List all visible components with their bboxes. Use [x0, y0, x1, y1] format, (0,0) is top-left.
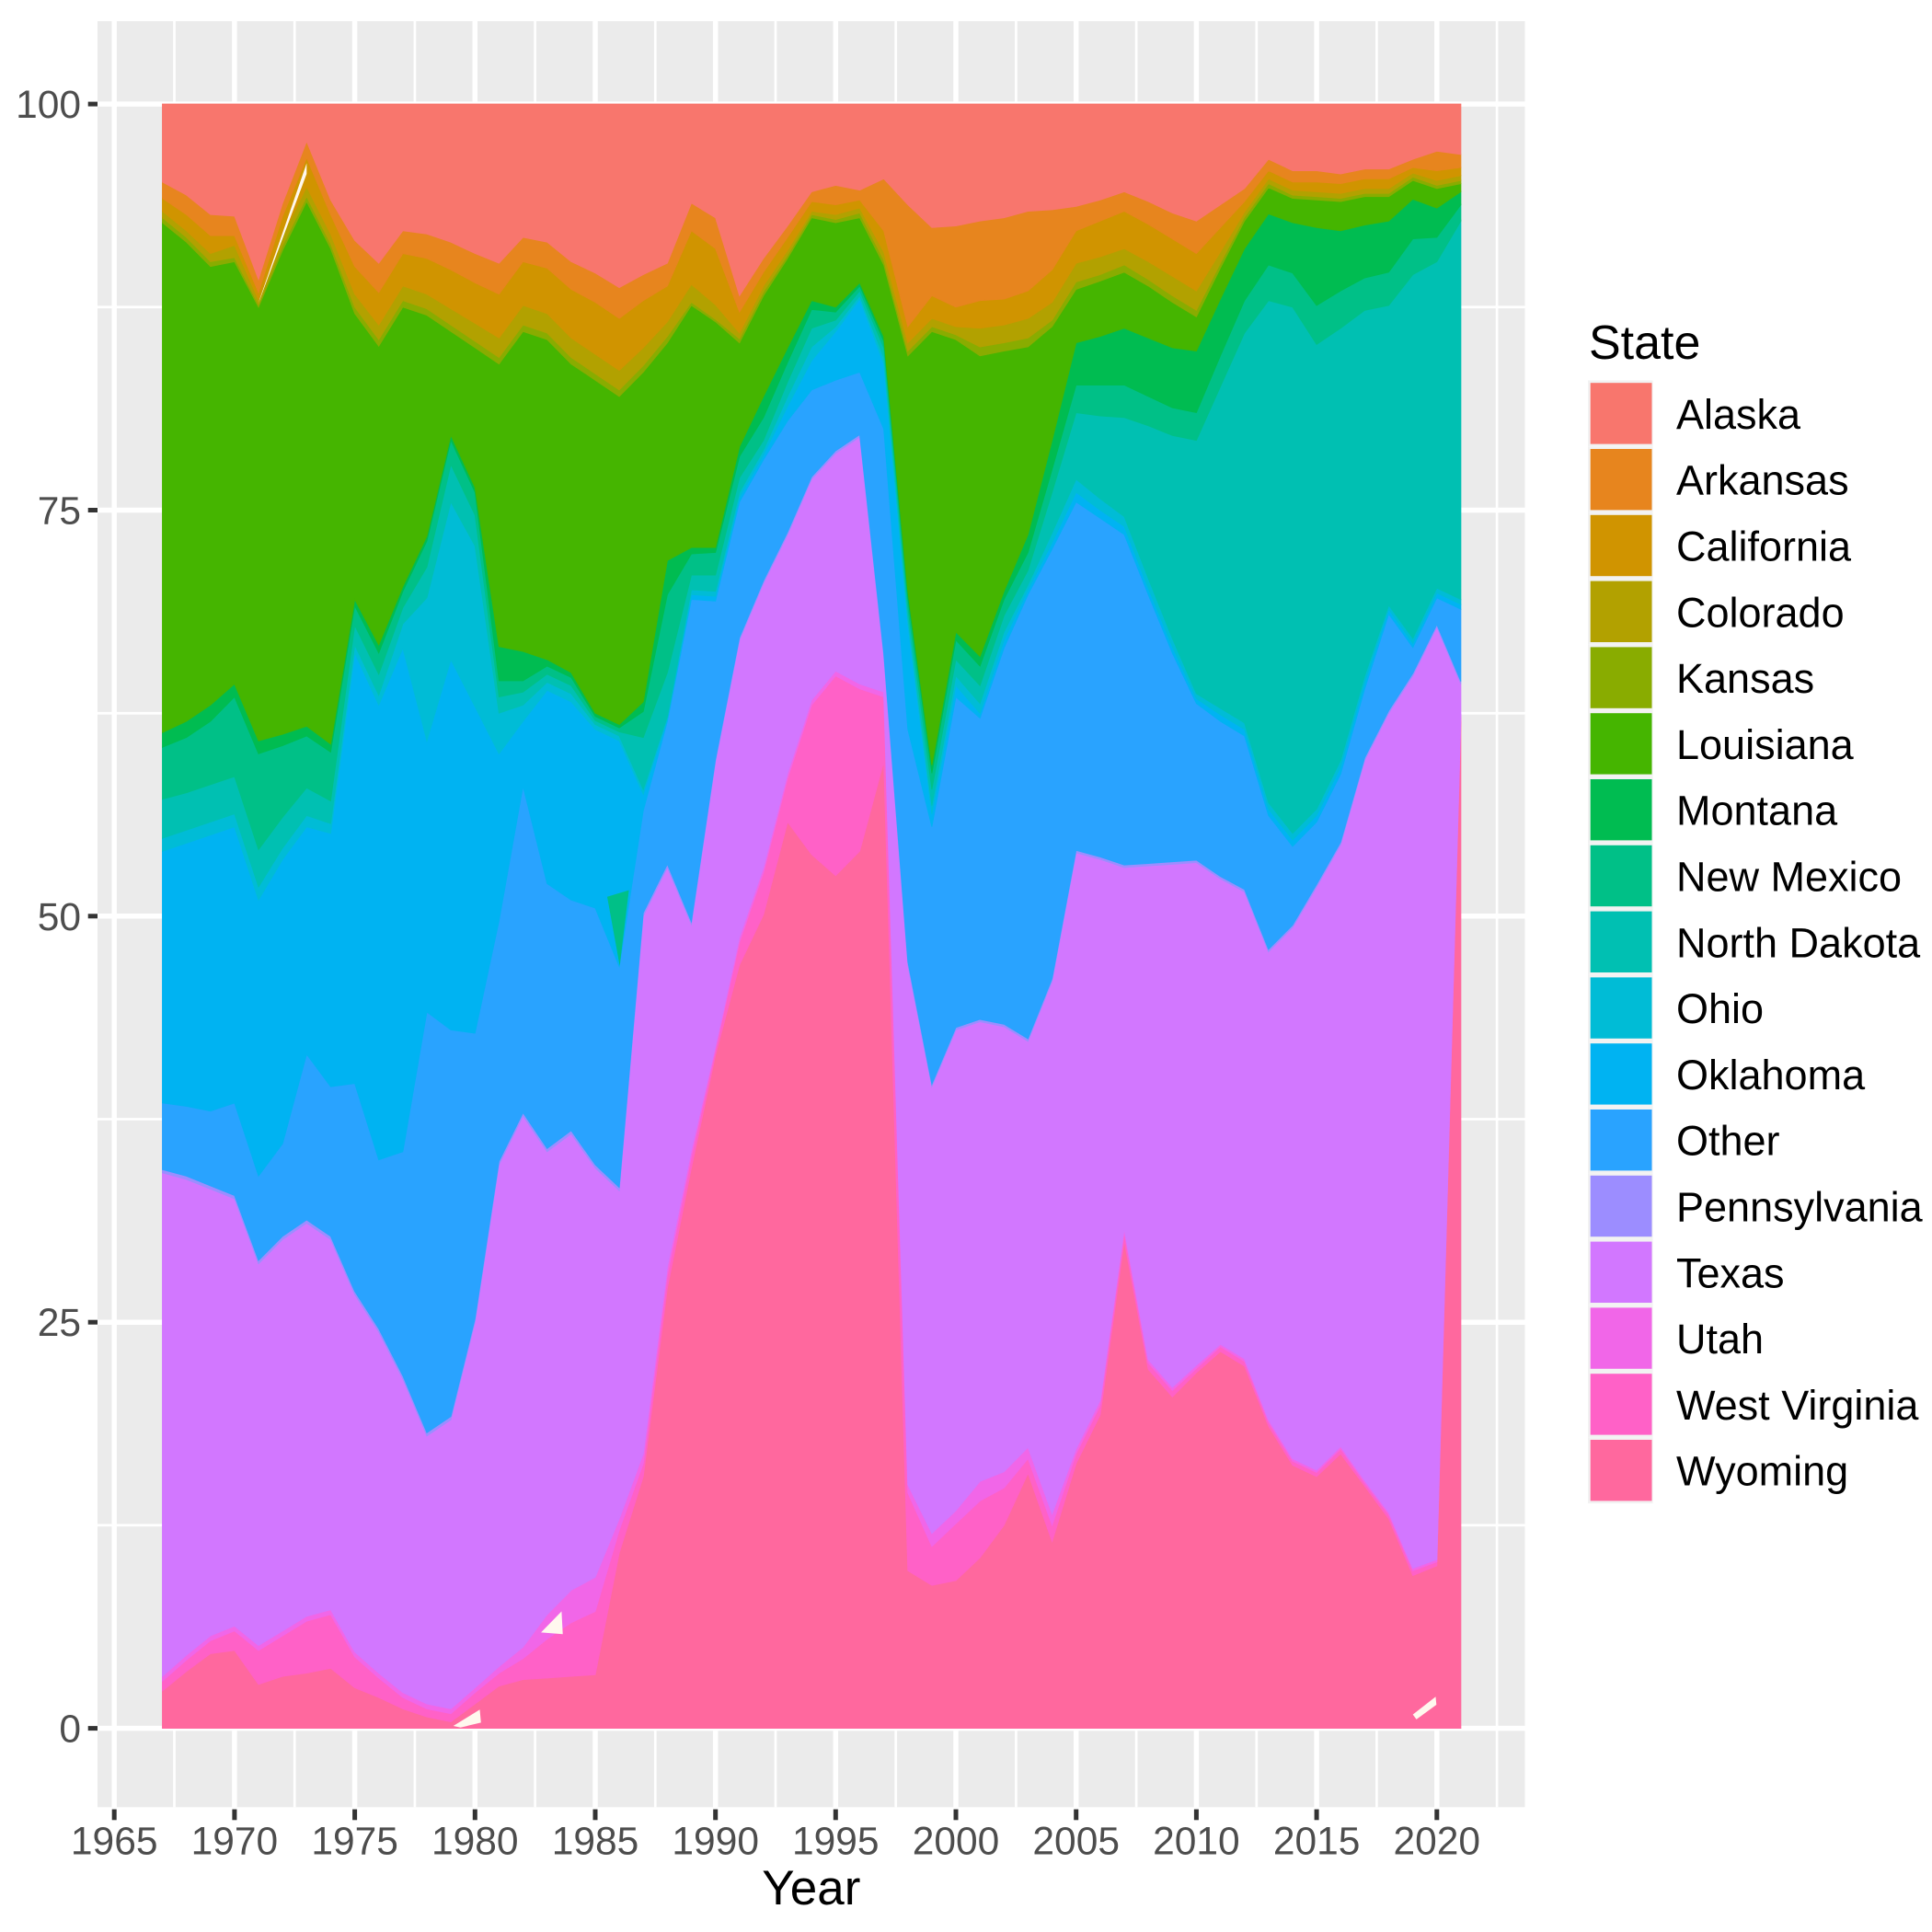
svg-text:North Dakota: North Dakota	[1676, 919, 1921, 966]
svg-text:75: 75	[38, 490, 81, 534]
svg-text:25: 25	[38, 1302, 81, 1345]
svg-text:Wyoming: Wyoming	[1676, 1448, 1848, 1495]
svg-text:1980: 1980	[431, 1821, 519, 1864]
svg-text:1970: 1970	[191, 1821, 279, 1864]
svg-text:Texas: Texas	[1676, 1249, 1785, 1296]
svg-text:1985: 1985	[552, 1821, 639, 1864]
svg-text:1965: 1965	[71, 1821, 158, 1864]
svg-text:Arkansas: Arkansas	[1676, 457, 1849, 504]
svg-text:State: State	[1589, 316, 1700, 370]
svg-text:California: California	[1676, 523, 1852, 570]
svg-text:Montana: Montana	[1676, 788, 1838, 834]
svg-text:2005: 2005	[1032, 1821, 1120, 1864]
svg-text:Pennsylvania: Pennsylvania	[1676, 1184, 1924, 1231]
svg-text:1995: 1995	[792, 1821, 880, 1864]
svg-text:100: 100	[16, 84, 81, 127]
svg-text:2010: 2010	[1153, 1821, 1240, 1864]
svg-text:Alaska: Alaska	[1676, 391, 1801, 438]
svg-text:Kansas: Kansas	[1676, 655, 1814, 702]
svg-text:New Mexico: New Mexico	[1676, 854, 1902, 901]
svg-text:Louisiana: Louisiana	[1676, 721, 1855, 768]
svg-text:Other: Other	[1676, 1118, 1780, 1165]
svg-text:Utah: Utah	[1676, 1316, 1764, 1363]
svg-text:1975: 1975	[311, 1821, 398, 1864]
svg-text:Colorado: Colorado	[1676, 589, 1845, 636]
svg-text:West Virginia: West Virginia	[1676, 1382, 1919, 1429]
svg-text:0: 0	[59, 1708, 81, 1752]
svg-text:Year: Year	[762, 1861, 860, 1915]
svg-text:50: 50	[38, 896, 81, 939]
svg-text:Oklahoma: Oklahoma	[1676, 1052, 1866, 1098]
svg-text:2015: 2015	[1273, 1821, 1361, 1864]
svg-text:Ohio: Ohio	[1676, 985, 1764, 1032]
svg-text:2020: 2020	[1394, 1821, 1481, 1864]
svg-text:1990: 1990	[672, 1821, 759, 1864]
svg-text:2000: 2000	[913, 1821, 1000, 1864]
